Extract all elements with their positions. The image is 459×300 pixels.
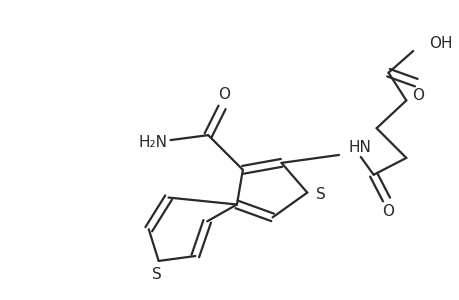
Text: OH: OH [428,35,452,50]
Text: O: O [411,88,423,103]
Text: H₂N: H₂N [138,135,167,150]
Text: O: O [382,204,394,219]
Text: S: S [316,187,325,202]
Text: S: S [151,267,161,282]
Text: HN: HN [348,140,371,154]
Text: O: O [218,87,230,102]
